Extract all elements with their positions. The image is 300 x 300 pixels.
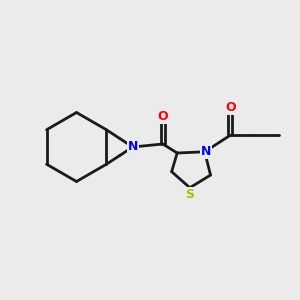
Text: N: N [128,140,138,154]
Text: O: O [225,101,236,114]
Text: O: O [158,110,168,123]
Text: N: N [201,145,211,158]
Text: S: S [185,188,194,201]
